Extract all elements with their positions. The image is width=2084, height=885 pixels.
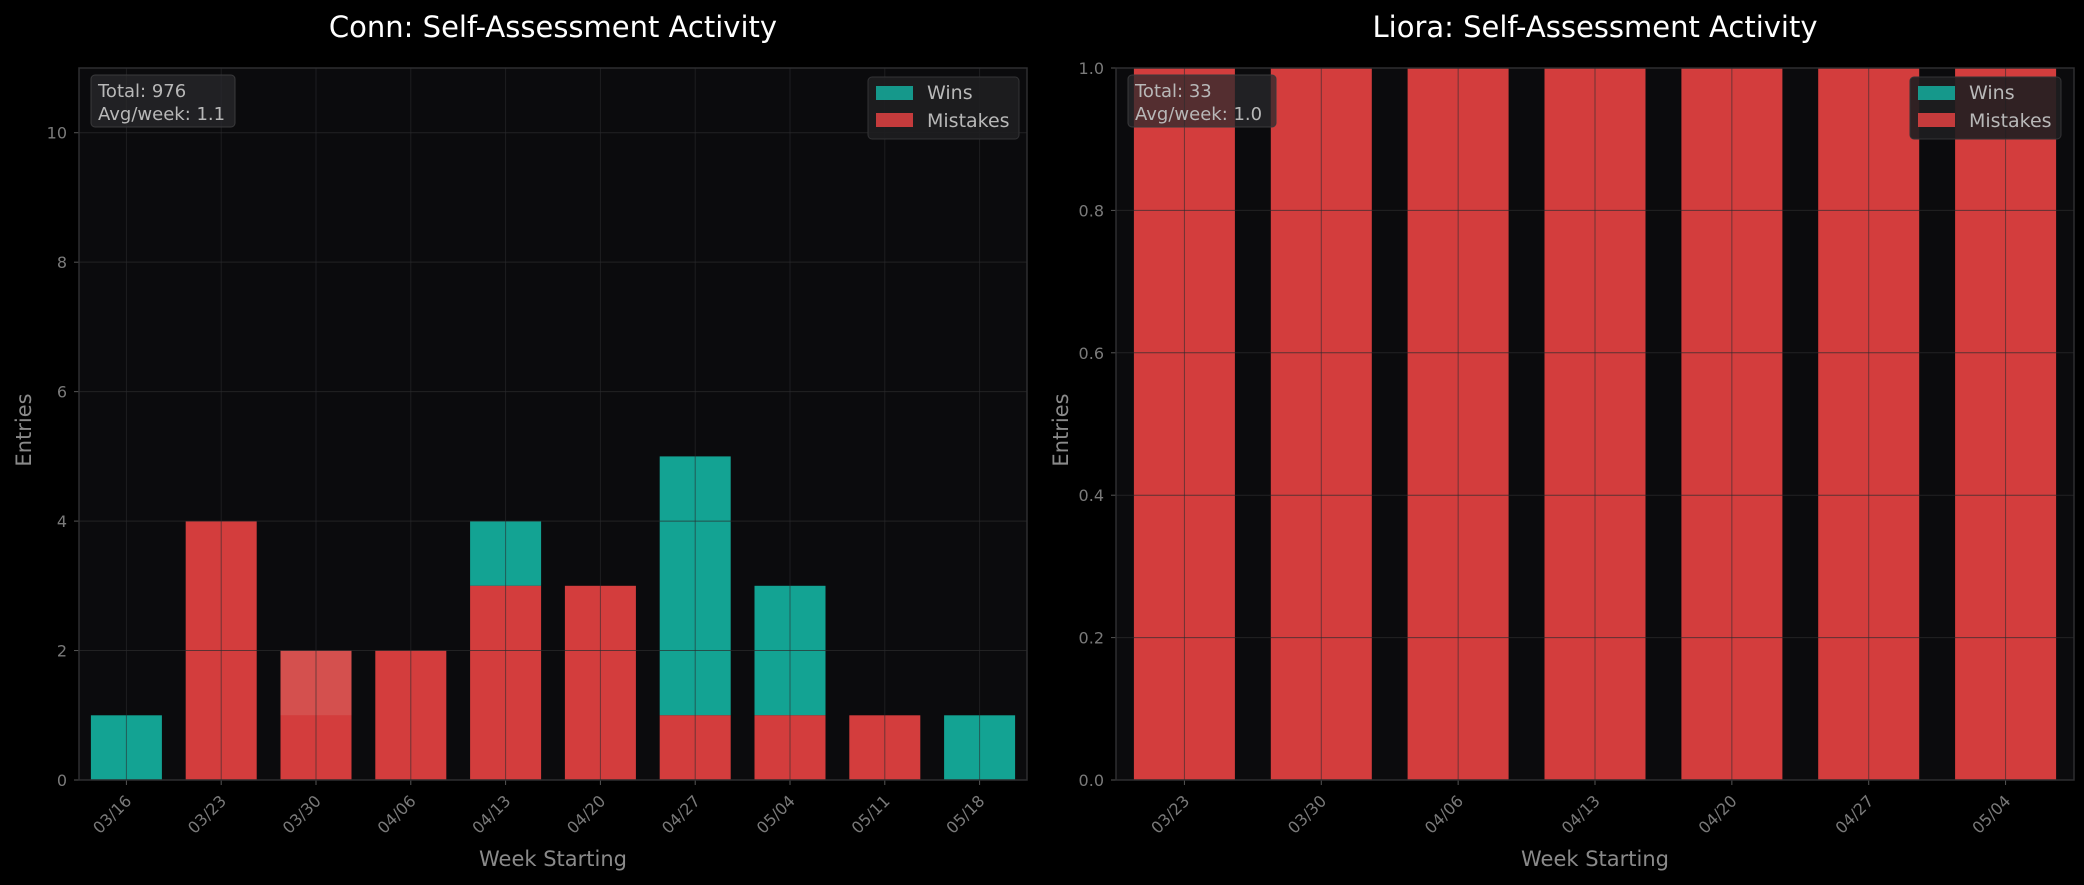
stats-box-background: [90, 74, 236, 128]
chart-title: Liora: Self-Assessment Activity: [1372, 10, 1817, 44]
stats-total: Total: 976: [97, 81, 186, 102]
stats-avg: Avg/week: 1.1: [98, 104, 225, 125]
legend-wins-swatch: [1918, 86, 1955, 100]
legend-mistakes-label: Mistakes: [1969, 110, 2052, 132]
y-tick-label: 0.4: [1079, 486, 1104, 505]
y-tick-label: 6: [57, 383, 67, 402]
legend: Wins Mistakes: [867, 76, 1020, 140]
y-axis-label: Entries: [12, 393, 36, 466]
y-tick-label: 1.0: [1079, 59, 1104, 78]
y-tick-label: 0: [57, 771, 67, 790]
legend-mistakes-swatch: [1918, 113, 1955, 127]
stats-avg: Avg/week: 1.0: [1135, 104, 1262, 125]
x-axis-label: Week Starting: [1521, 847, 1669, 871]
y-tick-label: 0.2: [1079, 629, 1104, 648]
stats-box-background: [1127, 74, 1277, 128]
legend-wins-label: Wins: [1969, 82, 2015, 104]
chart-title: Conn: Self-Assessment Activity: [329, 10, 777, 44]
stats-box: Total: 976 Avg/week: 1.1: [90, 74, 236, 128]
legend-mistakes-label: Mistakes: [927, 110, 1010, 132]
x-axis-label: Week Starting: [479, 847, 627, 871]
y-tick-label: 0.0: [1079, 771, 1104, 790]
y-tick-label: 0.8: [1079, 201, 1104, 220]
stats-total: Total: 33: [1134, 81, 1212, 102]
plot-frame: [1115, 67, 2075, 781]
y-axis-label: Entries: [1049, 393, 1073, 466]
y-tick-label: 8: [57, 253, 67, 272]
y-tick-label: 4: [57, 512, 67, 531]
y-tick-label: 10: [47, 124, 67, 143]
plot-area: 0.00.20.40.60.81.003/23 03/30 04/06 04/13 04…: [1079, 59, 2075, 837]
legend: Wins Mistakes: [1909, 76, 2062, 140]
stats-box: Total: 33 Avg/week: 1.0: [1127, 74, 1277, 128]
plot-frame: [78, 67, 1028, 781]
liora-chart: 0.00.20.40.60.81.003/23 03/30 04/06 04/13 04…: [1049, 10, 2075, 871]
y-tick-label: 0.6: [1079, 344, 1104, 363]
legend-mistakes-swatch: [876, 113, 913, 127]
legend-wins-swatch: [876, 86, 913, 100]
legend-wins-label: Wins: [927, 82, 973, 104]
y-tick-label: 2: [57, 642, 67, 661]
